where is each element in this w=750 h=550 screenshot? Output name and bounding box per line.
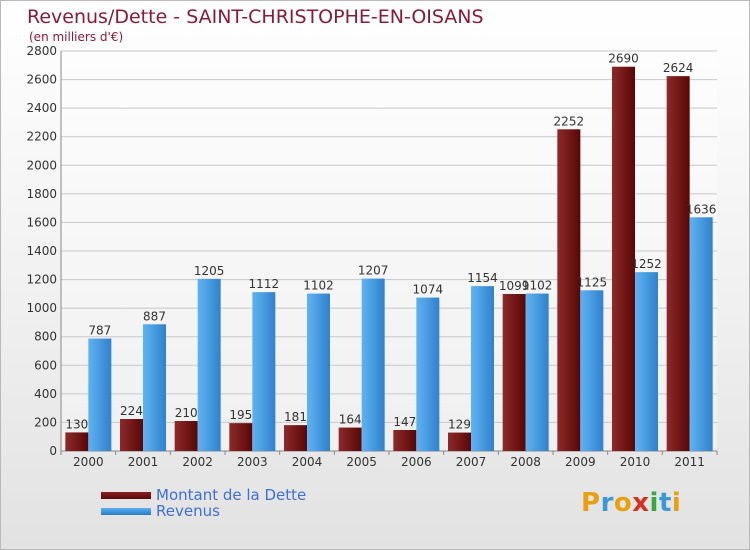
chart-title: Revenus/Dette - SAINT-CHRISTOPHE-EN-OISA… (27, 6, 484, 28)
data-label-revenus: 1102 (303, 279, 334, 293)
y-tick-label: 600 (34, 358, 57, 372)
y-tick-label: 2200 (26, 130, 57, 144)
bar-revenus (197, 278, 221, 451)
bar-dette (557, 129, 581, 452)
data-label-dette: 210 (175, 406, 198, 420)
x-tick-label: 2004 (292, 455, 323, 469)
data-label-revenus: 1205 (194, 264, 225, 278)
logo-letter: x (632, 488, 650, 518)
legend-label-revenus: Revenus (156, 502, 220, 520)
data-label-revenus: 1112 (249, 277, 280, 291)
bar-revenus (252, 292, 276, 451)
logo-letter: r (600, 488, 614, 518)
data-label-dette: 130 (65, 417, 88, 431)
y-tick-label: 1200 (26, 273, 57, 287)
data-label-dette: 224 (120, 404, 143, 418)
data-label-dette: 147 (393, 415, 416, 429)
y-tick-label: 1800 (26, 187, 57, 201)
x-tick-label: 2009 (565, 455, 596, 469)
x-tick-label: 2005 (346, 455, 377, 469)
x-tick-label: 2010 (620, 455, 651, 469)
y-tick-label: 200 (34, 415, 57, 429)
bar-dette (174, 421, 198, 451)
bar-revenus (416, 297, 440, 451)
y-tick-label: 1600 (26, 215, 57, 229)
bar-revenus (525, 293, 549, 451)
bar-dette (120, 419, 143, 451)
logo-letter: P (581, 488, 601, 518)
x-tick-label: 2002 (182, 455, 213, 469)
bar-dette (448, 432, 471, 451)
bar-dette (229, 423, 253, 451)
bar-dette (502, 294, 526, 451)
logo-letter: o (613, 488, 633, 518)
bar-revenus (471, 286, 494, 451)
legend-label-dette: Montant de la Dette (156, 486, 307, 504)
x-tick-label: 2001 (128, 455, 159, 469)
bar-dette (393, 430, 417, 451)
bar-dette (612, 66, 635, 451)
data-label-dette: 1099 (499, 279, 530, 293)
data-label-revenus: 1125 (577, 275, 608, 289)
data-label-dette: 164 (339, 413, 362, 427)
proxiti-logo: Proxiti (581, 488, 681, 518)
bar-dette (284, 425, 307, 451)
logo-letter: i (671, 488, 682, 518)
y-tick-label: 1000 (26, 301, 57, 315)
data-label-dette: 2690 (608, 52, 639, 66)
data-label-dette: 181 (284, 410, 307, 424)
bar-revenus (143, 324, 166, 451)
legend-swatch-dette (101, 492, 151, 499)
bar-revenus (88, 338, 112, 451)
x-tick-label: 2006 (401, 455, 432, 469)
bar-dette (666, 76, 690, 452)
x-tick-label: 2000 (73, 455, 104, 469)
y-tick-label: 2800 (26, 44, 57, 58)
legend-swatch-revenus (101, 508, 151, 515)
y-tick-label: 1400 (26, 244, 57, 258)
bar-dette (338, 427, 362, 451)
x-tick-label: 2007 (456, 455, 487, 469)
logo-letter: t (658, 488, 672, 518)
data-label-revenus: 1252 (631, 257, 662, 271)
bar-revenus (307, 293, 330, 451)
data-label-revenus: 787 (88, 324, 111, 338)
data-label-dette: 129 (448, 418, 471, 432)
data-label-revenus: 1207 (358, 264, 389, 278)
x-tick-label: 2008 (510, 455, 541, 469)
y-tick-label: 800 (34, 330, 57, 344)
chart-subtitle: (en milliers d'€) (29, 30, 124, 44)
data-label-revenus: 887 (143, 309, 166, 323)
y-tick-label: 0 (49, 444, 57, 458)
bar-revenus (361, 278, 385, 451)
data-label-dette: 2252 (554, 114, 585, 128)
bar-revenus (689, 217, 713, 451)
x-tick-label: 2011 (674, 455, 705, 469)
bar-revenus (580, 290, 604, 451)
data-label-dette: 2624 (663, 61, 694, 75)
logo-letter: i (649, 488, 659, 518)
y-tick-label: 2400 (26, 101, 57, 115)
data-label-dette: 195 (229, 408, 252, 422)
x-tick-label: 2003 (237, 455, 268, 469)
y-tick-label: 2000 (26, 158, 57, 172)
y-tick-label: 400 (34, 387, 57, 401)
bar-dette (65, 432, 89, 451)
data-label-revenus: 1074 (413, 283, 444, 297)
y-tick-label: 2600 (26, 73, 57, 87)
data-label-revenus: 1636 (686, 202, 717, 216)
data-label-revenus: 1154 (467, 271, 498, 285)
bar-revenus (635, 272, 658, 451)
data-label-revenus: 1102 (522, 279, 553, 293)
